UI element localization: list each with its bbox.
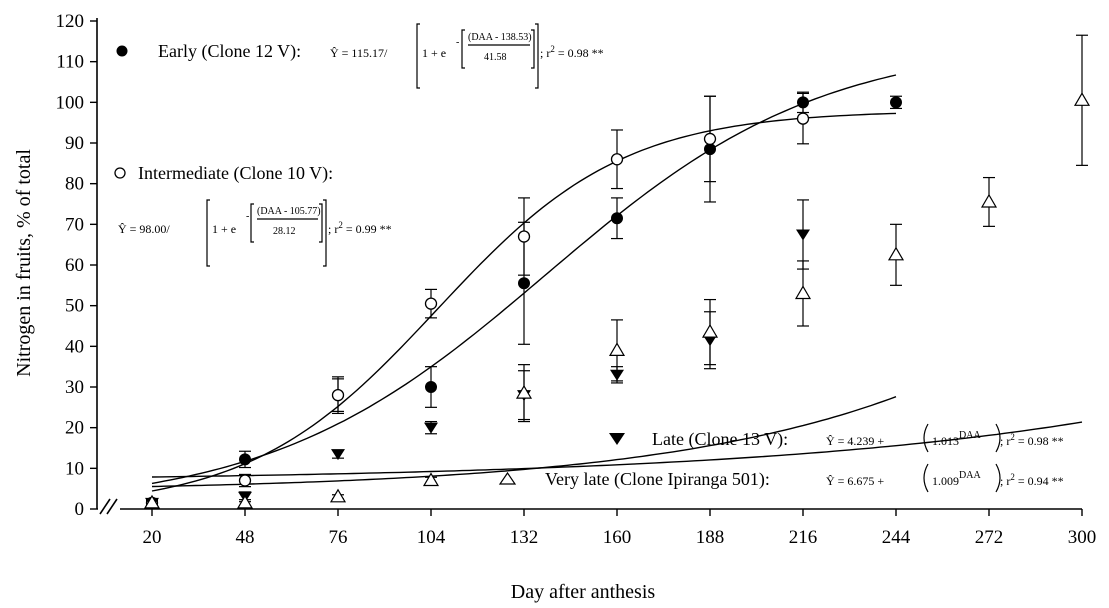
data-point [704, 143, 716, 156]
legend-early: Early (Clone 12 V): Ŷ = 115.17/ 1 + e - … [116, 23, 604, 89]
eq-int-r2: ; r2 = 0.99 ** [328, 220, 392, 236]
eq-late-r2: ; r2 = 0.98 ** [1000, 432, 1064, 448]
y-tick-label: 0 [75, 499, 85, 520]
x-tick-label: 20 [143, 527, 162, 548]
legend-label-intermediate: Intermediate (Clone 10 V): [138, 163, 333, 184]
data-point [518, 277, 530, 290]
legend-marker-early [116, 45, 128, 57]
y-tick-label: 100 [56, 92, 85, 113]
eq-late-base: 1.013DAA [932, 430, 981, 448]
data-point [239, 453, 251, 466]
data-point [610, 369, 624, 381]
x-tick-label: 104 [417, 527, 446, 548]
x-tick-label: 76 [329, 527, 348, 548]
eq-int-one: 1 + e [212, 222, 236, 236]
eq-early-minus: - [456, 37, 459, 48]
y-axis-title: Nitrogen in fruits, % of total [13, 149, 35, 377]
equation-intermediate: Ŷ = 98.00/ 1 + e - (DAA - 105.77) 28.12 … [118, 199, 392, 267]
x-ticks: 20 48 76 104 132 160 188 216 244 272 300 [143, 509, 1097, 548]
legend-marker-intermediate [114, 167, 126, 179]
data-point [424, 297, 438, 310]
equation-early: Ŷ = 115.17/ 1 + e - (DAA - 138.53) 41.58… [330, 23, 604, 89]
equation-late: Ŷ = 4.239 + 1.013DAA ; r2 = 0.98 ** [826, 423, 1064, 453]
data-point [329, 488, 347, 503]
eq-early-denom: 41.58 [484, 52, 507, 63]
y-tick-label: 90 [65, 133, 84, 154]
data-point [331, 388, 345, 402]
x-tick-label: 48 [236, 527, 255, 548]
data-point [425, 381, 437, 393]
y-tick-label: 10 [65, 458, 84, 479]
y-tick-label: 40 [65, 336, 84, 357]
eq-int-lead: Ŷ = 98.00/ [118, 222, 170, 236]
data-point [703, 132, 717, 146]
data-point [796, 229, 810, 241]
eq-int-minus: - [246, 211, 249, 222]
legend-late: Late (Clone 13 V): Ŷ = 4.239 + 1.013DAA … [609, 423, 1064, 453]
x-tick-label: 272 [975, 527, 1004, 548]
legend-very-late: Very late (Clone Ipiranga 501): Ŷ = 6.67… [498, 463, 1064, 493]
fit-curve-3 [151, 421, 1083, 478]
x-tick-label: 300 [1068, 527, 1097, 548]
legend-label-early: Early (Clone 12 V): [158, 41, 301, 62]
data-point [701, 323, 719, 338]
eq-vlate-lead: Ŷ = 6.675 + [826, 474, 884, 488]
data-point [796, 112, 810, 125]
data-point [980, 193, 998, 208]
data-point [331, 449, 345, 461]
legend-label-late: Late (Clone 13 V): [652, 429, 788, 450]
x-tick-label: 188 [696, 527, 725, 548]
axis-break-marker [98, 495, 120, 515]
data-point [515, 384, 533, 399]
data-point [794, 285, 812, 300]
legend-label-very-late: Very late (Clone Ipiranga 501): [545, 469, 770, 490]
y-tick-label: 20 [65, 418, 84, 439]
y-tick-label: 80 [65, 174, 84, 195]
data-point [236, 494, 254, 509]
data-point [610, 153, 624, 166]
data-point [703, 335, 717, 347]
eq-vlate-r2: ; r2 = 0.94 ** [1000, 472, 1064, 488]
x-axis-title: Day after anthesis [511, 581, 656, 603]
data-point [797, 96, 809, 109]
data-point [422, 472, 440, 487]
legend-intermediate: Intermediate (Clone 10 V): Ŷ = 98.00/ 1 … [114, 163, 392, 267]
eq-int-numer: (DAA - 105.77) [257, 206, 321, 217]
data-point [238, 474, 252, 487]
x-tick-label: 160 [603, 527, 632, 548]
y-ticks: 0 10 20 30 40 50 60 70 80 90 100 110 120 [56, 11, 97, 520]
eq-early-one: 1 + e [422, 46, 446, 60]
data-point [890, 96, 902, 109]
y-tick-label: 120 [56, 11, 85, 32]
eq-int-denom: 28.12 [273, 226, 296, 237]
x-tick-label: 244 [882, 527, 911, 548]
data-point [517, 230, 531, 243]
fit-curve-2 [151, 396, 897, 488]
eq-late-lead: Ŷ = 4.239 + [826, 434, 884, 448]
equation-very-late: Ŷ = 6.675 + 1.009DAA ; r2 = 0.94 ** [826, 463, 1064, 493]
eq-vlate-base: 1.009DAA [932, 470, 981, 488]
y-tick-label: 50 [65, 296, 84, 317]
y-tick-label: 70 [65, 214, 84, 235]
eq-early-r2: ; r2 = 0.98 ** [540, 44, 604, 60]
data-point [611, 212, 623, 225]
y-tick-label: 30 [65, 377, 84, 398]
data-point [608, 342, 626, 356]
data-point [424, 422, 438, 434]
data-point [1073, 92, 1091, 106]
data-points [143, 92, 1091, 510]
y-tick-label: 60 [65, 255, 84, 276]
legend-marker-late [609, 433, 625, 445]
y-tick-label: 110 [56, 52, 84, 73]
data-point [887, 246, 905, 261]
eq-early-lead: Ŷ = 115.17/ [330, 46, 388, 60]
x-tick-label: 216 [789, 527, 818, 548]
x-tick-label: 132 [510, 527, 539, 548]
data-point [143, 494, 161, 509]
eq-early-numer: (DAA - 138.53) [468, 32, 532, 43]
